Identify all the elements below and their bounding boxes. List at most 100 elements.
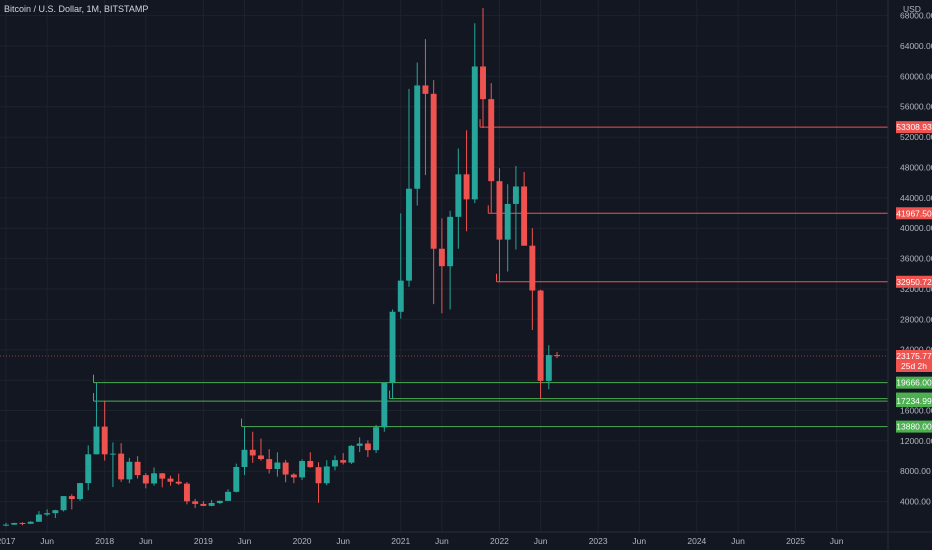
x-tick-label: 2019 (194, 536, 213, 546)
candle (554, 352, 560, 359)
x-tick-label: 2018 (95, 536, 114, 546)
candle-body (529, 245, 536, 291)
candle (274, 452, 281, 477)
candle (216, 500, 223, 505)
y-tick-label: 60000.00 (900, 71, 932, 81)
candle (348, 445, 355, 464)
candles-layer (3, 8, 560, 527)
price-label-box (896, 275, 932, 288)
price-axis[interactable]: 4000.008000.0012000.0016000.0020000.0024… (900, 11, 932, 507)
candle (471, 23, 478, 204)
candle (496, 168, 503, 282)
candle-body (545, 355, 552, 381)
candle (340, 453, 347, 465)
y-tick-label: 16000.00 (900, 405, 932, 415)
level-price-label: 53308.93 (896, 121, 932, 134)
candle-body (414, 85, 421, 189)
candle-body (373, 427, 380, 451)
candle (282, 459, 289, 483)
y-tick-label: 32000.00 (900, 284, 932, 294)
y-tick-label: 64000.00 (900, 41, 932, 51)
candle-body (200, 503, 207, 506)
candle (512, 165, 519, 250)
candle (266, 449, 273, 474)
candle-body (438, 248, 445, 267)
candle (438, 218, 445, 314)
current-price-value: 23175.77 (896, 351, 932, 361)
price-label-box (896, 395, 932, 408)
candle (68, 494, 75, 510)
candle (307, 452, 314, 468)
candle-body (299, 460, 306, 478)
candle (183, 482, 190, 505)
y-tick-label: 28000.00 (900, 314, 932, 324)
price-label-text: 17234.99 (896, 396, 932, 406)
candle (529, 228, 536, 330)
candle-body (430, 93, 437, 249)
candle (60, 496, 67, 512)
candle-body (134, 461, 141, 476)
candle-body (348, 445, 355, 463)
candle-body (241, 449, 248, 467)
y-tick-label: 56000.00 (900, 102, 932, 112)
candle (77, 482, 83, 501)
candle-body (282, 462, 289, 475)
x-tick-label: Jun (632, 536, 646, 546)
candle (290, 473, 297, 484)
candle-body (101, 426, 108, 455)
x-tick-label: Jun (40, 536, 54, 546)
candle-body (216, 500, 223, 503)
price-label-box (896, 207, 932, 220)
candle-body (455, 174, 462, 217)
candle-body (554, 355, 560, 357)
candle-body (60, 496, 67, 511)
candle (200, 501, 207, 507)
candle (480, 8, 486, 128)
candle (3, 522, 9, 527)
candle-body (274, 462, 281, 469)
candle-body (307, 460, 314, 468)
y-tick-label: 12000.00 (900, 436, 932, 446)
candle (381, 382, 388, 432)
y-tick-label: 52000.00 (900, 132, 932, 142)
x-tick-label: Jun (435, 536, 449, 546)
candle (332, 455, 338, 471)
level-price-label: 19666.00 (896, 376, 932, 389)
price-label-text: 13880.00 (896, 422, 932, 432)
candle (126, 457, 133, 484)
candle-body (151, 473, 157, 484)
current-price-countdown: 25d 2h (901, 361, 927, 371)
candle-body (85, 454, 92, 484)
candle-body (44, 513, 51, 515)
candle (504, 184, 511, 272)
level-price-label: 17234.99 (896, 395, 932, 408)
x-tick-label: 2023 (589, 536, 608, 546)
candle (447, 210, 454, 310)
time-axis[interactable]: 2017 Jun 2018 Jun 2019 Jun 2020 Jun 2021 Jun 2022 J… (0, 536, 844, 546)
x-tick-label: 2024 (687, 536, 706, 546)
candle (142, 473, 149, 489)
x-tick-label: 2025 (786, 536, 805, 546)
candle-body (406, 188, 412, 281)
candle-body (77, 483, 83, 500)
candle (455, 148, 462, 249)
x-tick-label: 2017 (0, 536, 16, 546)
candle-body (537, 290, 544, 381)
candle-body (159, 473, 166, 479)
candle (192, 499, 199, 509)
candle-body (52, 510, 59, 514)
price-label-text: 41967.50 (896, 208, 932, 218)
candle-body (332, 460, 338, 467)
candle (414, 62, 421, 206)
candle (299, 459, 306, 480)
x-tick-label: Jun (139, 536, 153, 546)
candle (430, 80, 437, 305)
candle (101, 401, 108, 461)
candle-body (496, 181, 503, 240)
candle-body (257, 455, 264, 460)
candle (406, 88, 412, 287)
candle (545, 345, 552, 390)
price-label-text: 32950.72 (896, 277, 932, 287)
candle (537, 289, 544, 399)
